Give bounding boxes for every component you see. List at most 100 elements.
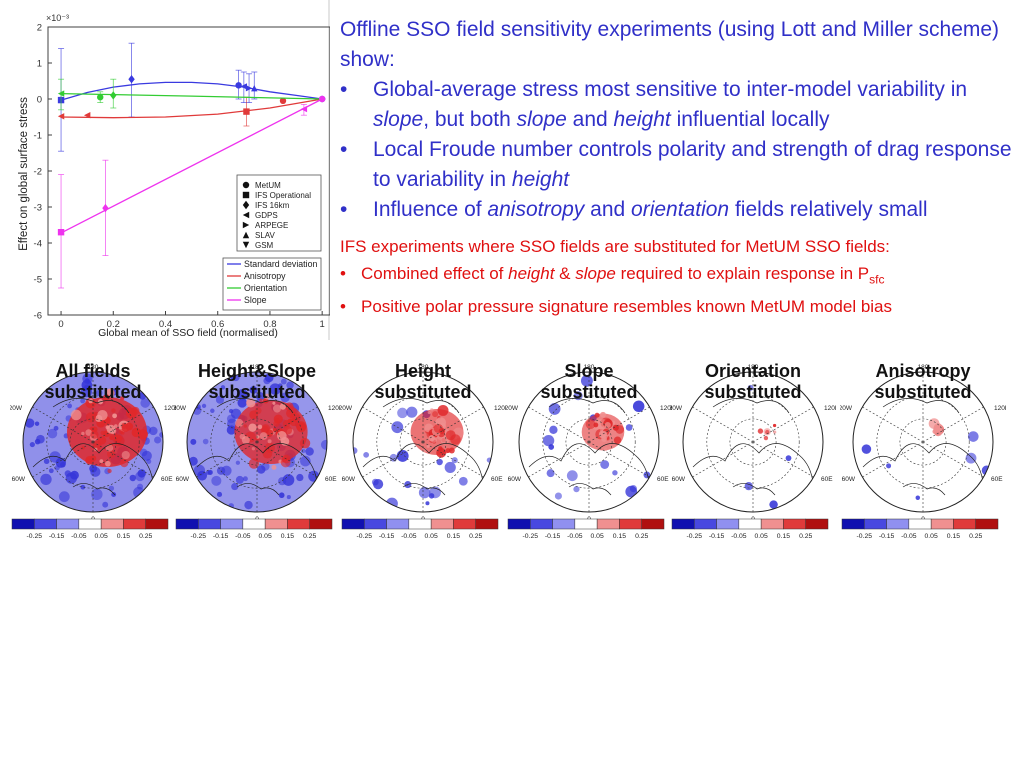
colorbar-swatch [453,518,476,530]
colorbar-tick-label: 0.05 [591,533,604,540]
negative-anomaly [278,477,287,486]
positive-anomaly [259,398,263,402]
negative-anomaly [278,492,285,499]
ifs-bullet-list: • Combined effect of height & slope requi… [340,260,1020,320]
data-point [318,95,326,103]
fit-legend-label: Slope [244,295,267,305]
colorbar-swatch [309,518,333,530]
positive-anomaly [70,409,82,421]
colorbar-swatch [386,518,410,530]
colorbar-swatch [552,518,576,530]
polar-map-svg: 180120W120E60W60E0Slopesubstituted-0.25-… [506,361,672,540]
map-title: substituted [209,382,306,402]
negative-anomaly [580,374,593,387]
positive-anomaly [600,411,606,418]
colorbar-swatch [341,518,365,530]
negative-anomaly [280,392,290,403]
negative-anomaly [43,458,50,465]
data-point [102,203,109,213]
negative-anomaly [29,442,35,448]
anomaly-field [744,384,792,509]
data-point [57,113,65,120]
positive-anomaly [432,411,439,418]
colorbar-swatch [908,518,932,530]
ifs-section: IFS experiments where SSO fields are sub… [340,234,1020,320]
y-tick-label: 0 [37,95,42,106]
negative-anomaly [625,424,633,431]
x-tick-label: 0.2 [107,319,120,330]
colorbar-swatch [694,518,717,530]
fit-line [61,92,323,100]
polar-map-svg: 180120W120E60W60E0Height&Slopesubstitute… [174,361,340,540]
negative-anomaly [24,418,35,428]
negative-anomaly [444,461,456,474]
map-title: Height [395,361,451,381]
positive-anomaly [436,447,447,458]
positive-anomaly [280,457,291,468]
data-point [57,90,65,97]
positive-anomaly [85,412,96,423]
positive-anomaly [272,404,282,413]
negative-anomaly [221,465,232,476]
colorbar-tick-label: 0.15 [447,533,460,540]
longitude-label: 120E [328,405,340,412]
colorbar-tick-label: -0.05 [901,533,917,540]
negative-anomaly [231,483,239,491]
negative-anomaly [861,444,872,454]
positive-anomaly [430,408,434,412]
y-tick-label: -2 [34,167,42,178]
negative-anomaly [91,488,103,501]
positive-anomaly [267,439,272,444]
legend-marker [242,191,250,199]
bullet-marker: • [340,297,346,317]
colorbar-swatch [738,518,762,530]
marker-legend-box [236,174,322,252]
positive-anomaly [257,424,263,430]
colorbar-tick-label: 0.15 [947,533,960,540]
positive-anomaly [272,401,276,405]
negative-anomaly [428,493,435,499]
negative-anomaly [215,395,225,404]
colorbar-swatch [574,518,598,530]
ifs-bullet-1: • Combined effect of height & slope requi… [340,260,1020,293]
y-tick-label: -5 [34,275,42,286]
summary-intro: Offline SSO field sensitivity experiment… [340,18,1000,71]
fit-legend-label: Anisotropy [244,271,286,281]
negative-anomaly [263,377,271,385]
positive-anomaly [90,430,99,439]
colorbar-swatch [864,518,887,530]
negative-anomaly [305,447,314,456]
marker-legend-label: IFS Operational [255,191,311,200]
x-tick-label: 1 [320,319,325,330]
polar-map-svg: 180120W120E60W60E0Anisotropysubstituted-… [840,361,1006,540]
negative-anomaly [34,421,40,426]
longitude-label: 120W [506,405,519,412]
colorbar-swatch [841,518,865,530]
positive-anomaly [235,418,244,428]
negative-anomaly [277,383,283,389]
positive-anomaly [260,425,269,434]
colorbar-swatch [507,518,531,530]
negative-anomaly [242,476,248,482]
longitude-label: 60E [491,476,503,483]
negative-anomaly [40,473,52,486]
positive-anomaly [290,412,301,423]
negative-anomaly [137,469,146,478]
negative-anomaly [205,470,211,475]
colorbar-tick-label: 0.05 [259,533,272,540]
colorbar-tick-label: -0.15 [49,533,65,540]
y-tick-label: -6 [34,311,42,322]
positive-anomaly [121,450,130,460]
positive-anomaly [276,430,287,441]
polar-maps-row: 180120W120E60W60E0All fieldssubstituted-… [0,352,1024,552]
negative-anomaly [549,425,558,435]
positive-anomaly [597,418,602,423]
colorbar-tick-label: -0.05 [235,533,251,540]
longitude-label: 60E [991,476,1003,483]
colorbar-tick-label: -0.15 [545,533,561,540]
positive-anomaly [299,438,311,449]
fit-legend-label: Orientation [244,283,287,293]
negative-anomaly [458,476,468,486]
negative-anomaly [785,455,792,462]
